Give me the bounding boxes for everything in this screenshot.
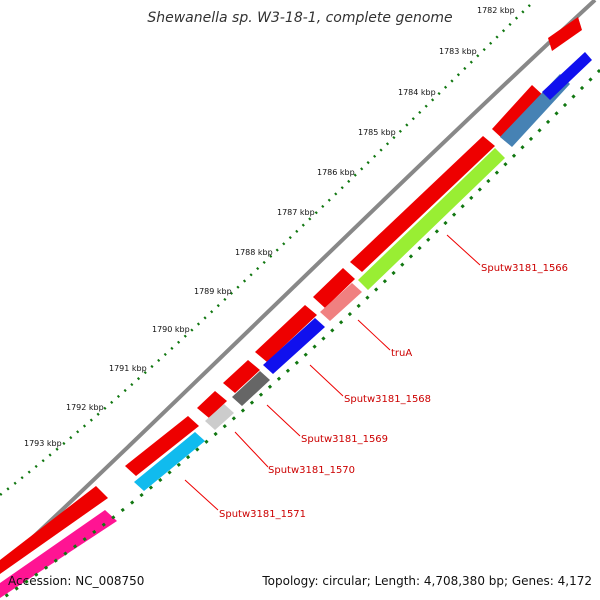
cds-block[interactable] xyxy=(197,391,227,418)
accession-label: Accession: NC_008750 xyxy=(8,574,145,588)
ruler-label: 1790 kbp xyxy=(152,325,190,334)
ruler-label: 1782 kbp xyxy=(477,6,515,15)
cds-block[interactable] xyxy=(492,85,545,141)
ruler-label: 1788 kbp xyxy=(235,248,273,257)
ruler-label: 1793 kbp xyxy=(24,439,62,448)
ruler-label: 1786 kbp xyxy=(317,168,355,177)
cds-block[interactable] xyxy=(223,360,260,393)
gene-label-trua[interactable]: truA xyxy=(391,348,412,359)
cds-block[interactable] xyxy=(313,268,355,308)
leader-line xyxy=(184,479,219,511)
ruler-label: 1785 kbp xyxy=(358,128,396,137)
gene-label-sputw3181-1570[interactable]: Sputw3181_1570 xyxy=(268,465,355,476)
gene-block-sputw3181-1569[interactable] xyxy=(232,371,270,406)
gene-block-trua[interactable] xyxy=(320,283,362,321)
gene-label-sputw3181-1566[interactable]: Sputw3181_1566 xyxy=(481,263,568,274)
gene-block-sputw3181-1571[interactable] xyxy=(134,432,205,491)
gene-block-sputw3181-1566[interactable] xyxy=(358,148,505,290)
topology-label: Topology: circular; Length: 4,708,380 bp… xyxy=(262,574,592,588)
gene-block-sputw3181-1570[interactable] xyxy=(205,404,234,430)
gene-label-sputw3181-1568[interactable]: Sputw3181_1568 xyxy=(344,394,431,405)
leader-line xyxy=(266,404,301,437)
gene-label-leaders xyxy=(184,234,481,511)
cds-block[interactable] xyxy=(255,305,317,362)
ruler-label: 1789 kbp xyxy=(194,287,232,296)
ruler-label: 1783 kbp xyxy=(439,47,477,56)
cds-track-forward xyxy=(0,17,582,574)
ruler-dotted-arc-outer xyxy=(0,4,531,496)
ruler-label: 1792 kbp xyxy=(66,403,104,412)
ruler-dotted-arc-inner xyxy=(0,68,600,600)
leader-line xyxy=(309,364,344,397)
gene-block-blue-top[interactable] xyxy=(542,52,592,100)
ruler-label: 1787 kbp xyxy=(277,208,315,217)
gene-block-sputw3181-1568[interactable] xyxy=(263,318,325,374)
leader-line xyxy=(234,431,269,468)
ruler-label: 1791 kbp xyxy=(109,364,147,373)
gene-labels: Sputw3181_1566 truA Sputw3181_1568 Sputw… xyxy=(219,263,568,520)
ruler-label: 1784 kbp xyxy=(398,88,436,97)
cds-block[interactable] xyxy=(350,136,495,272)
leader-line xyxy=(357,319,391,351)
cds-block[interactable] xyxy=(125,416,199,476)
gene-label-sputw3181-1571[interactable]: Sputw3181_1571 xyxy=(219,509,306,520)
leader-line xyxy=(446,234,481,266)
map-title: Shewanella sp. W3-18-1, complete genome xyxy=(147,10,453,26)
gene-block-pink[interactable] xyxy=(0,510,117,598)
gene-label-sputw3181-1569[interactable]: Sputw3181_1569 xyxy=(301,434,388,445)
cds-block[interactable] xyxy=(0,486,108,574)
genome-backbone xyxy=(0,0,597,570)
gene-track xyxy=(0,52,592,598)
cds-block[interactable] xyxy=(548,17,582,51)
ruler-labels: 1782 kbp 1783 kbp 1784 kbp 1785 kbp 1786… xyxy=(24,6,515,448)
